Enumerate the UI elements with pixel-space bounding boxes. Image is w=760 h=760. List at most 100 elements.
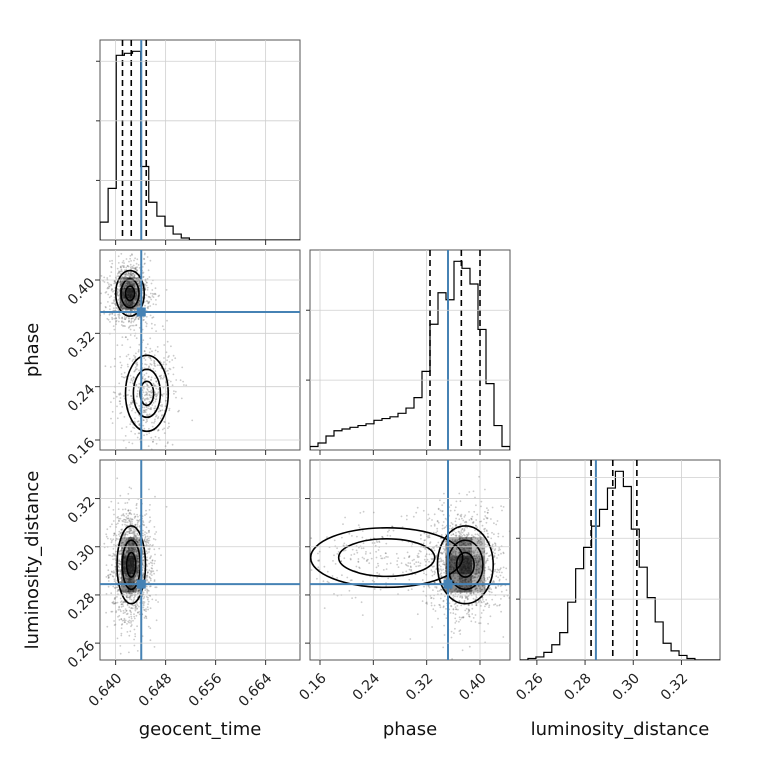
sample-point	[419, 550, 422, 553]
sample-point	[120, 283, 122, 286]
sample-point	[486, 530, 488, 532]
sample-point	[407, 562, 410, 564]
sample-point	[147, 269, 150, 272]
sample-point	[107, 585, 110, 588]
sample-point	[134, 609, 137, 612]
sample-point	[156, 364, 159, 367]
sample-point	[148, 531, 150, 534]
sample-point	[377, 549, 380, 551]
sample-point	[385, 568, 388, 570]
sample-point	[111, 313, 114, 315]
sample-point	[473, 510, 476, 513]
sample-point	[118, 285, 121, 288]
sample-point	[121, 317, 123, 320]
sample-point	[134, 299, 137, 301]
sample-point	[455, 548, 458, 550]
sample-point	[129, 596, 132, 599]
sample-point	[416, 556, 419, 558]
sample-point	[115, 307, 118, 309]
sample-point	[137, 565, 140, 567]
sample-point	[148, 547, 151, 550]
sample-point	[142, 275, 145, 278]
sample-point	[138, 282, 141, 285]
sample-point	[135, 504, 138, 507]
sample-point	[147, 530, 150, 532]
sample-point	[107, 576, 110, 578]
sample-point	[356, 535, 358, 538]
sample-point	[396, 563, 399, 566]
sample-point	[154, 400, 157, 403]
sample-point	[131, 604, 134, 606]
sample-point	[129, 257, 132, 260]
density-cell	[133, 287, 141, 299]
sample-point	[128, 528, 131, 531]
sample-point	[454, 613, 457, 616]
sample-point	[119, 304, 122, 307]
sample-point	[155, 414, 158, 417]
sample-point	[118, 275, 120, 277]
sample-point	[113, 624, 116, 626]
sample-point	[109, 305, 111, 307]
sample-point	[489, 569, 492, 572]
sample-point	[123, 300, 126, 303]
sample-point	[473, 536, 476, 538]
sample-point	[129, 334, 132, 336]
sample-point	[115, 555, 117, 557]
sample-point	[135, 305, 138, 308]
sample-point	[125, 551, 128, 554]
sample-point	[134, 369, 137, 371]
sample-point	[137, 560, 140, 563]
sample-point	[144, 280, 147, 282]
sample-point	[421, 579, 424, 581]
sample-point	[460, 531, 462, 533]
sample-point	[143, 258, 146, 261]
sample-point	[429, 542, 431, 545]
sample-point	[130, 487, 133, 490]
sample-point	[119, 572, 121, 575]
sample-point	[161, 395, 164, 397]
sample-point	[443, 563, 446, 566]
sample-point	[108, 285, 110, 287]
sample-point	[365, 560, 368, 562]
sample-point	[155, 398, 158, 400]
sample-point	[114, 568, 117, 570]
sample-point	[126, 538, 128, 540]
sample-point	[144, 321, 147, 324]
sample-point	[492, 580, 495, 582]
sample-point	[334, 563, 337, 565]
sample-point	[443, 549, 446, 552]
sample-point	[473, 555, 476, 558]
sample-point	[117, 615, 119, 618]
sample-point	[444, 554, 447, 556]
sample-point	[472, 521, 475, 523]
sample-point	[131, 274, 133, 277]
sample-point	[423, 558, 426, 561]
sample-point	[142, 559, 145, 561]
sample-point	[123, 591, 125, 594]
sample-point	[110, 271, 113, 273]
sample-point	[163, 432, 166, 434]
sample-point	[475, 573, 478, 575]
sample-point	[410, 570, 412, 572]
density-cell	[126, 298, 134, 310]
sample-point	[144, 283, 146, 286]
sample-point	[439, 499, 441, 502]
sample-point	[145, 322, 148, 325]
sample-point	[151, 317, 154, 319]
sample-point	[136, 572, 138, 575]
sample-point	[127, 321, 130, 323]
sample-point	[107, 318, 110, 321]
sample-point	[165, 351, 168, 354]
sample-point	[118, 562, 120, 565]
sample-point	[455, 587, 458, 590]
sample-point	[378, 541, 381, 543]
sample-point	[484, 566, 487, 569]
sample-point	[146, 589, 149, 591]
sample-point	[109, 321, 111, 323]
sample-point	[167, 356, 170, 358]
sample-point	[442, 599, 445, 602]
sample-point	[478, 555, 480, 557]
sample-point	[113, 580, 116, 583]
sample-point	[122, 276, 124, 279]
sample-point	[464, 597, 467, 599]
